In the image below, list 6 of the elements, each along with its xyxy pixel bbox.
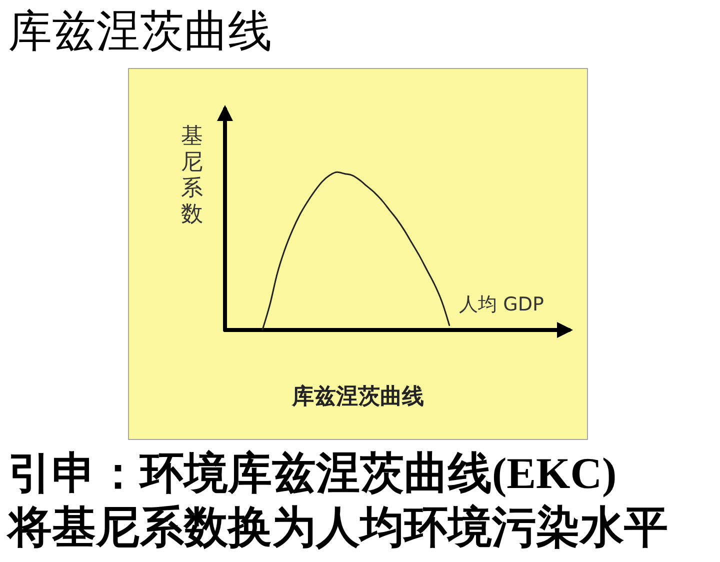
x-axis-title: 人均 GDP — [459, 294, 544, 316]
y-axis-title: 基尼系数 — [181, 124, 204, 228]
chart-title: 库兹涅茨曲线 — [8, 6, 272, 58]
text: 将基尼系数换为人均环境污染水平 — [8, 502, 668, 554]
text: 引申：环境库兹涅茨曲线(EKC) — [8, 448, 617, 500]
text: 库兹涅茨曲线 — [291, 384, 424, 410]
